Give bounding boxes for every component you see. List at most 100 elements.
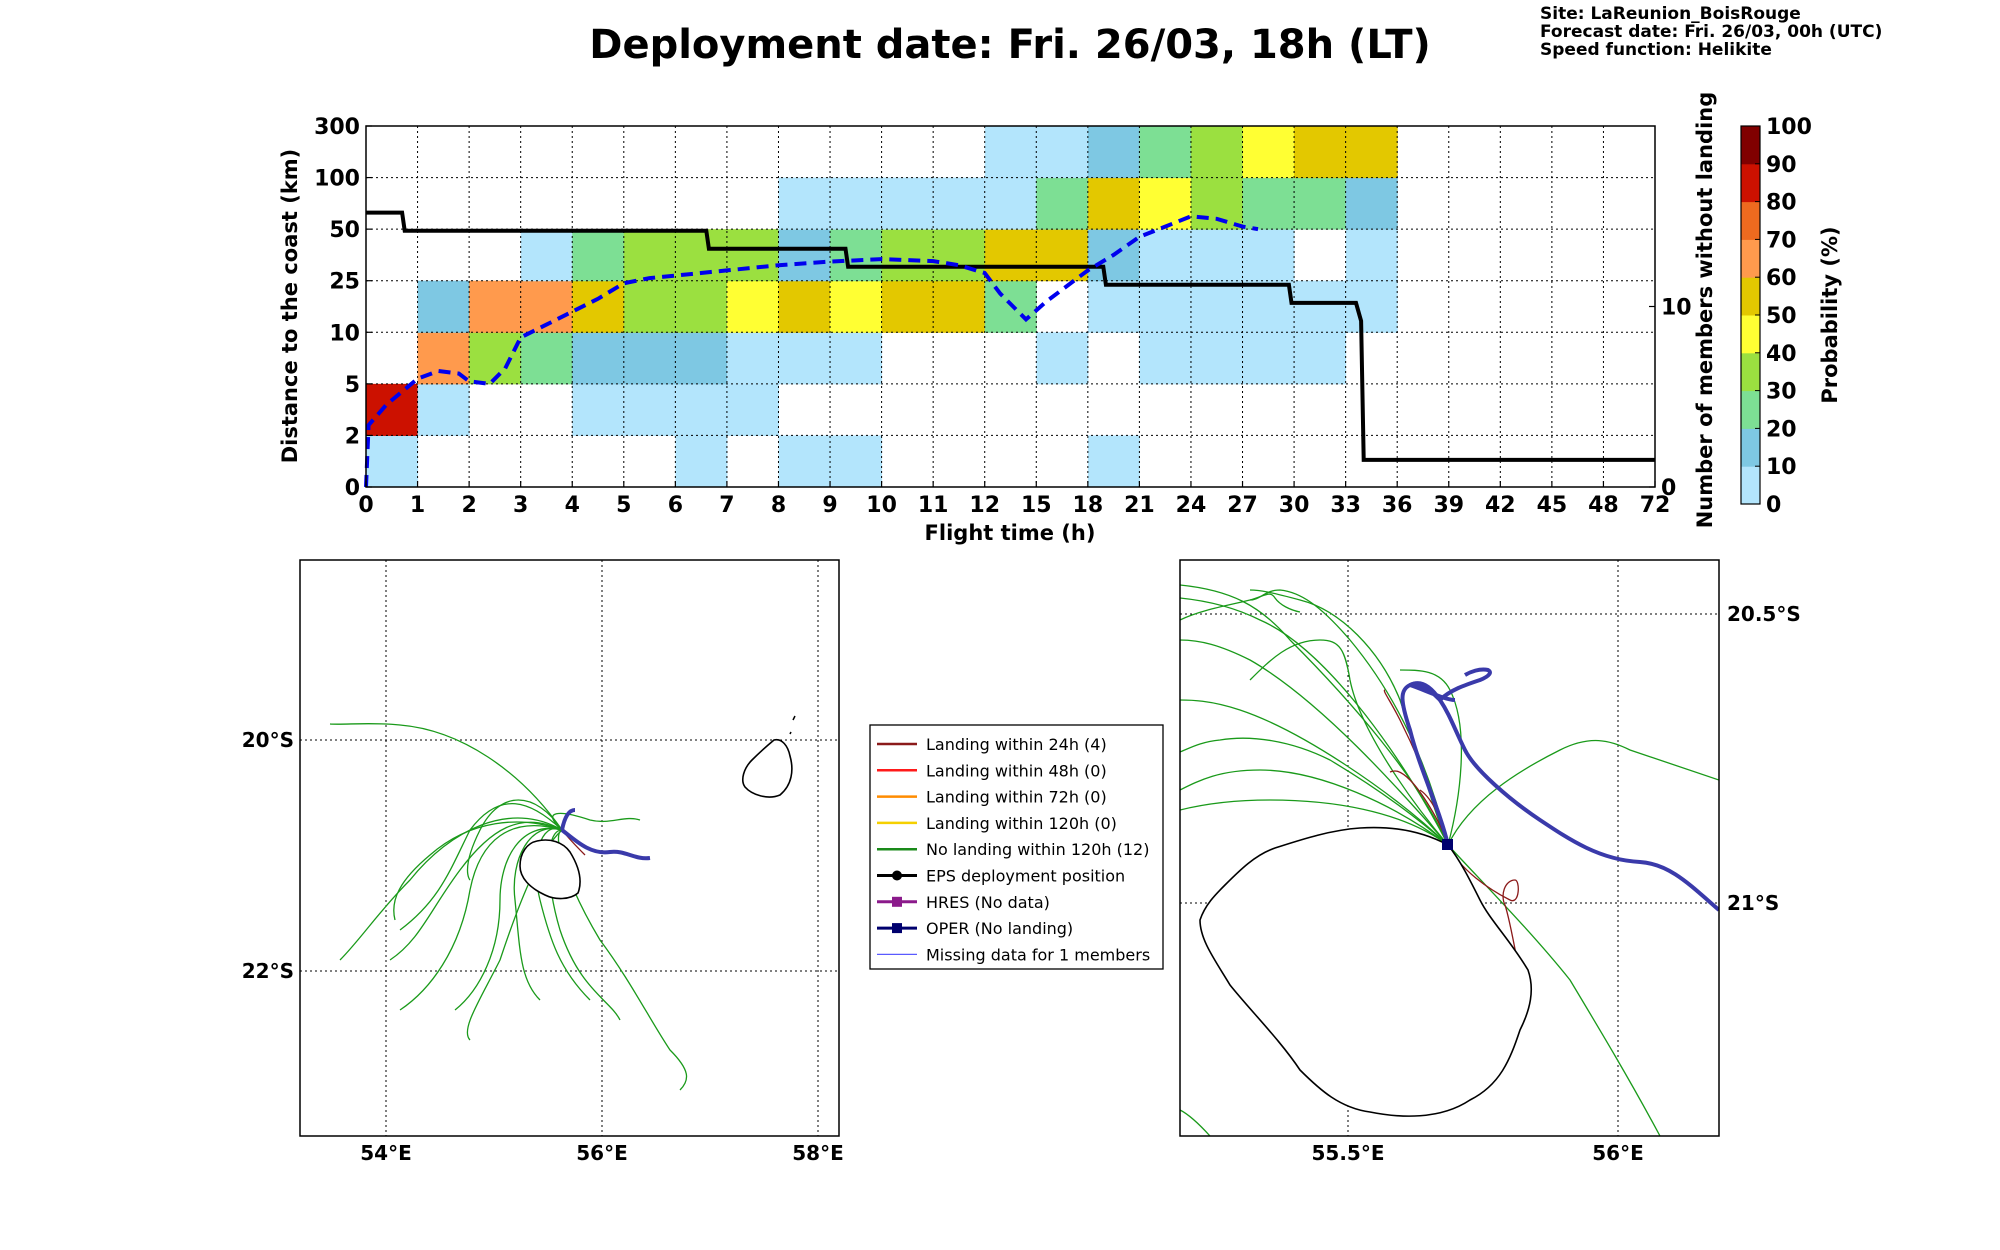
x-tick-label: 45: [1537, 493, 1568, 518]
heatmap-cell: [1036, 229, 1089, 282]
heatmap-cell: [830, 280, 883, 333]
x-tick-label: 72: [1640, 493, 1671, 518]
heatmap-cell: [1242, 229, 1295, 282]
x-tick-label: 36: [1382, 493, 1413, 518]
right-map: [1180, 560, 1719, 1136]
heatmap-cell: [1345, 229, 1398, 282]
heatmap-cell: [1139, 126, 1192, 179]
heatmap-cell: [830, 229, 883, 282]
heatmap-cell: [881, 280, 934, 333]
heatmap-cell: [675, 435, 728, 488]
reunion-island-outline: [519, 839, 581, 900]
left-map: [300, 560, 839, 1136]
x-tick-label: 39: [1433, 493, 1464, 518]
left-map-ticks: 54°E 56°E 58°E 20°S 22°S: [242, 728, 844, 1165]
legend-entries: Landing within 24h (4) Landing within 48h…: [877, 735, 1150, 964]
heatmap-cell: [1087, 280, 1140, 333]
heatmap-cell: [881, 177, 934, 230]
heatmap-cell: [623, 332, 676, 385]
x-tick-label: 0: [358, 493, 373, 518]
legend-entry-label: No landing within 120h (12): [926, 840, 1149, 859]
colorbar-tick-label: 30: [1766, 380, 1797, 405]
colorbar-tick-label: 40: [1766, 342, 1797, 367]
colorbar-segment: [1741, 201, 1760, 240]
heatmap-cell: [572, 229, 625, 282]
left-map-green-trajectories: [329, 722, 688, 1091]
x-tick-label: 1: [410, 493, 425, 518]
heatmap-cells: [366, 126, 1398, 488]
heatmap-cell: [366, 435, 419, 488]
x-tick-label: 30: [1279, 493, 1310, 518]
heatmap-cell: [1242, 332, 1295, 385]
heatmap-cell: [675, 332, 728, 385]
heatmap-cell: [1139, 229, 1192, 282]
heatmap-cell: [1036, 177, 1089, 230]
x-tick-label: 10: [866, 493, 897, 518]
heatmap-cell: [1036, 332, 1089, 385]
heatmap-cell: [984, 229, 1037, 282]
left-map-frame: [299, 559, 840, 1137]
x-tick-label: 48: [1588, 493, 1619, 518]
colorbar-tick-label: 20: [1766, 417, 1797, 442]
heatmap-cell: [881, 229, 934, 282]
colorbar-tick-label: 90: [1766, 153, 1797, 178]
heatmap-cell: [520, 229, 573, 282]
colorbar-ticks: 0 10 20 30 40 50 60 70 80 90 100: [1755, 115, 1812, 518]
heatmap-cell: [933, 280, 986, 333]
heatmap-cell: [1345, 177, 1398, 230]
colorbar-segment: [1741, 390, 1760, 429]
y-tick-label: 300: [314, 115, 360, 140]
legend-entry-label: Landing within 120h (0): [926, 814, 1117, 833]
x-tick-label: 8: [771, 493, 786, 518]
legend-marker-square: [892, 923, 902, 934]
colorbar-segment: [1741, 163, 1760, 203]
colorbar-segment: [1741, 315, 1760, 354]
heatmap-cell: [778, 177, 831, 230]
right-map-frame: [1179, 559, 1720, 1137]
colorbar-segment: [1741, 428, 1760, 467]
heatmap-cell: [778, 229, 831, 282]
heatmap-lines: [364, 210, 1655, 488]
heatmap-cell: [726, 332, 779, 385]
left-map-grid: [300, 560, 839, 1136]
x-tick-label: 12: [969, 493, 1000, 518]
figure-title: Deployment date: Fri. 26/03, 18h (LT): [589, 22, 1431, 68]
left-map-x-tick-label: 58°E: [792, 1141, 844, 1165]
heatmap-cell: [1087, 177, 1140, 230]
left-map-x-tick-label: 56°E: [576, 1141, 628, 1165]
legend-entry-label: OPER (No landing): [926, 919, 1073, 938]
heatmap-cell: [830, 435, 883, 488]
heatmap-cell: [366, 383, 419, 436]
heatmap-cell: [1087, 435, 1140, 488]
colorbar-segment: [1741, 277, 1760, 316]
colorbar-segment: [1741, 239, 1760, 278]
heatmap-cell: [572, 383, 625, 436]
legend-entry-label: HRES (No data): [926, 893, 1050, 912]
right-map-green-trajectories: [1180, 584, 1719, 1136]
heatmap-cell: [984, 177, 1037, 230]
y2-tick-label: 10: [1661, 296, 1692, 321]
colorbar: [1740, 125, 1761, 505]
right-map-y-tick-label: 20.5°S: [1727, 602, 1801, 626]
heatmap-cell: [1294, 332, 1347, 385]
x-tick-label: 5: [616, 493, 631, 518]
eps-deployment-marker: [1442, 839, 1453, 850]
heatmap-cell: [984, 126, 1037, 179]
heatmap-cell: [1190, 332, 1244, 385]
x-tick-label: 4: [565, 493, 580, 518]
heatmap-cell: [830, 332, 883, 385]
heatmap-cell: [623, 280, 676, 333]
x-tick-label: 21: [1124, 493, 1155, 518]
mauritius-island-outline: [742, 738, 793, 798]
heatmap-cell: [778, 435, 831, 488]
heatmap-x-ticks: 0 1 2 3 4 5 6 7 8 9 10 11 12 15 18 21 24 27 30 33 36 39 42 45 48…: [358, 481, 1670, 518]
y-tick-label: 10: [329, 321, 360, 346]
heatmap-cell: [1036, 126, 1089, 179]
legend-entry-label: Landing within 72h (0): [926, 788, 1107, 807]
colorbar-segment: [1741, 352, 1760, 392]
left-map-y-tick-label: 22°S: [242, 959, 294, 983]
heatmap-cell: [623, 229, 676, 282]
heatmap-cell: [1294, 280, 1347, 333]
y-axis-label: Distance to the coast (km): [278, 149, 302, 464]
